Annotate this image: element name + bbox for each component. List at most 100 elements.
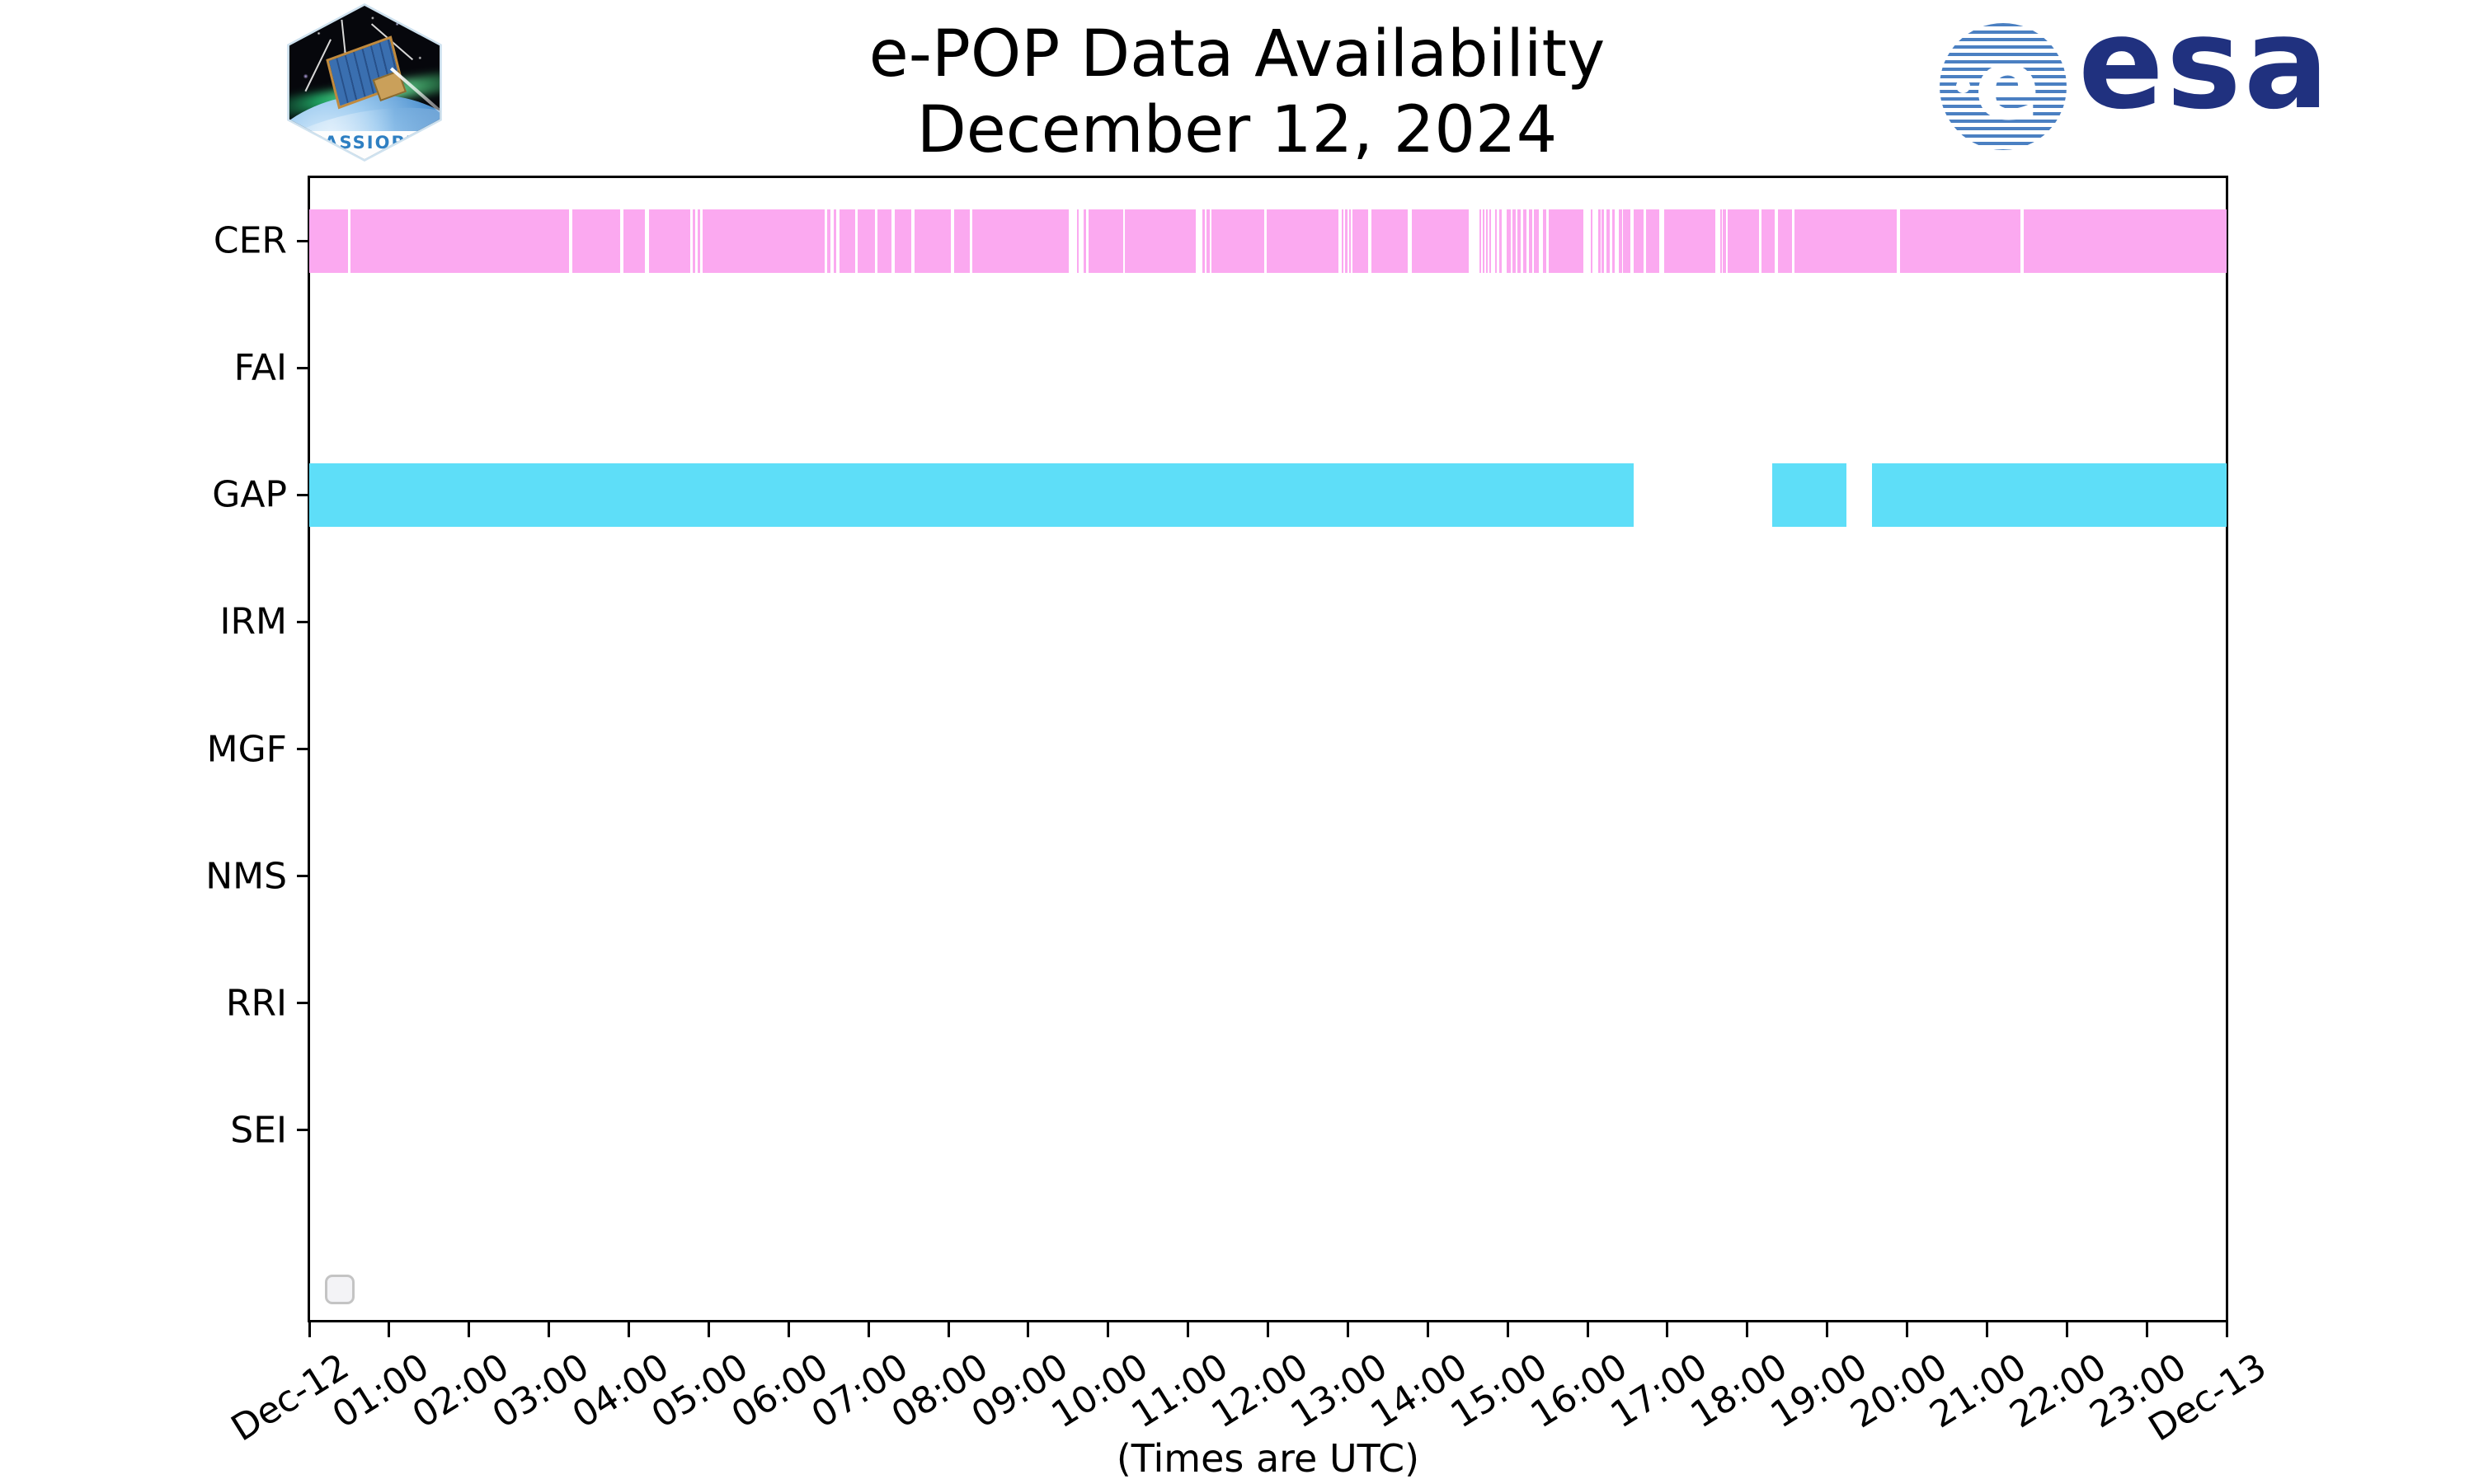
availability-bar-cer — [623, 209, 645, 273]
y-tick-label-mgf: MGF — [206, 728, 287, 770]
availability-bar-cer — [1494, 209, 1497, 273]
y-tick — [297, 239, 309, 242]
x-tick — [1906, 1321, 1908, 1337]
x-tick — [1826, 1321, 1829, 1337]
availability-bar-cer — [857, 209, 875, 273]
availability-bar-cer — [1485, 209, 1488, 273]
availability-bar-cer — [1512, 209, 1516, 273]
y-tick — [297, 493, 309, 496]
availability-bar-cer — [648, 209, 691, 273]
x-tick — [388, 1321, 391, 1337]
y-tick-label-rri: RRI — [225, 982, 287, 1025]
availability-bar-cer — [1345, 209, 1348, 273]
availability-bar-cer — [2023, 209, 2227, 273]
x-tick — [308, 1321, 311, 1337]
availability-bar-cer — [826, 209, 830, 273]
availability-bar-cer — [693, 209, 695, 273]
y-tick-label-cer: CER — [213, 219, 287, 262]
availability-bar-cer — [895, 209, 912, 273]
availability-bar-cer — [1761, 209, 1775, 273]
availability-bar-cer — [1664, 209, 1715, 273]
availability-bar-cer — [350, 209, 569, 273]
y-tick — [297, 1129, 309, 1132]
availability-bar-cer — [1522, 209, 1527, 273]
availability-bar-cer — [1088, 209, 1124, 273]
availability-bar-cer — [1722, 209, 1726, 273]
availability-bar-cer — [1507, 209, 1511, 273]
x-tick — [1267, 1321, 1269, 1337]
x-tick — [1506, 1321, 1509, 1337]
availability-bar-cer — [1634, 209, 1644, 273]
availability-bar-cer — [571, 209, 620, 273]
availability-bar-cer — [1371, 209, 1409, 273]
availability-bar-cer — [1727, 209, 1760, 273]
availability-bar-cer — [1548, 209, 1584, 273]
availability-bar-cer — [1517, 209, 1521, 273]
availability-bar-gap — [1871, 463, 2227, 527]
availability-bar-cer — [1618, 209, 1622, 273]
availability-bar-cer — [1211, 209, 1264, 273]
y-tick — [297, 875, 309, 878]
x-tick — [1027, 1321, 1030, 1337]
availability-bar-cer — [1590, 209, 1592, 273]
y-tick-label-fai: FAI — [233, 346, 287, 389]
availability-bar-cer — [1206, 209, 1210, 273]
availability-bar-cer — [1202, 209, 1205, 273]
legend-checkbox[interactable] — [325, 1275, 355, 1304]
x-tick — [1985, 1321, 1988, 1337]
availability-bar-cer — [840, 209, 855, 273]
x-tick — [2225, 1321, 2228, 1337]
y-tick-label-gap: GAP — [212, 473, 287, 516]
x-tick — [707, 1321, 710, 1337]
x-tick — [548, 1321, 551, 1337]
availability-bar-cer — [1612, 209, 1615, 273]
x-tick — [1666, 1321, 1669, 1337]
availability-bar-cer — [1479, 209, 1482, 273]
availability-bar-cer — [1622, 209, 1631, 273]
availability-bar-cer — [1645, 209, 1660, 273]
availability-bar-cer — [1794, 209, 1897, 273]
availability-bar-cer — [1076, 209, 1079, 273]
availability-bar-cer — [915, 209, 951, 273]
availability-bar-cer — [1411, 209, 1469, 273]
esa-wordmark: esa — [2078, 0, 2332, 138]
availability-bar-cer — [702, 209, 825, 273]
esa-globe-dot — [1956, 79, 1970, 93]
availability-bar-cer — [1597, 209, 1601, 273]
x-tick — [1426, 1321, 1429, 1337]
x-tick — [2145, 1321, 2148, 1337]
availability-bar-gap — [1771, 463, 1846, 527]
y-tick — [297, 748, 309, 750]
availability-bar-cer — [1542, 209, 1546, 273]
availability-bar-cer — [972, 209, 1070, 273]
availability-bar-gap — [309, 463, 1634, 527]
availability-bar-cer — [1602, 209, 1605, 273]
availability-bar-cer — [1899, 209, 2021, 273]
y-tick — [297, 1002, 309, 1005]
x-tick — [947, 1321, 950, 1337]
availability-bar-cer — [1719, 209, 1722, 273]
availability-bar-cer — [1534, 209, 1539, 273]
y-tick — [297, 620, 309, 623]
availability-bar-cer — [1341, 209, 1343, 273]
availability-bar-cer — [1125, 209, 1197, 273]
x-tick — [867, 1321, 870, 1337]
availability-bar-cer — [1777, 209, 1792, 273]
x-tick — [628, 1321, 630, 1337]
x-tick — [1586, 1321, 1589, 1337]
x-axis-label: (Times are UTC) — [1116, 1436, 1420, 1481]
title-line-1: e-POP Data Availability — [868, 17, 1606, 92]
availability-bar-cer — [1349, 209, 1352, 273]
x-tick — [1746, 1321, 1749, 1337]
plot-frame — [308, 176, 2228, 1322]
chart-title: e-POP Data Availability December 12, 202… — [0, 16, 2474, 168]
y-tick-label-nms: NMS — [205, 855, 287, 898]
y-tick-label-irm: IRM — [219, 600, 287, 643]
x-tick — [1107, 1321, 1110, 1337]
x-tick — [1346, 1321, 1349, 1337]
title-line-2: December 12, 2024 — [916, 93, 1558, 168]
availability-bar-cer — [953, 209, 971, 273]
availability-bar-cer — [1489, 209, 1491, 273]
availability-bar-cer — [1352, 209, 1368, 273]
